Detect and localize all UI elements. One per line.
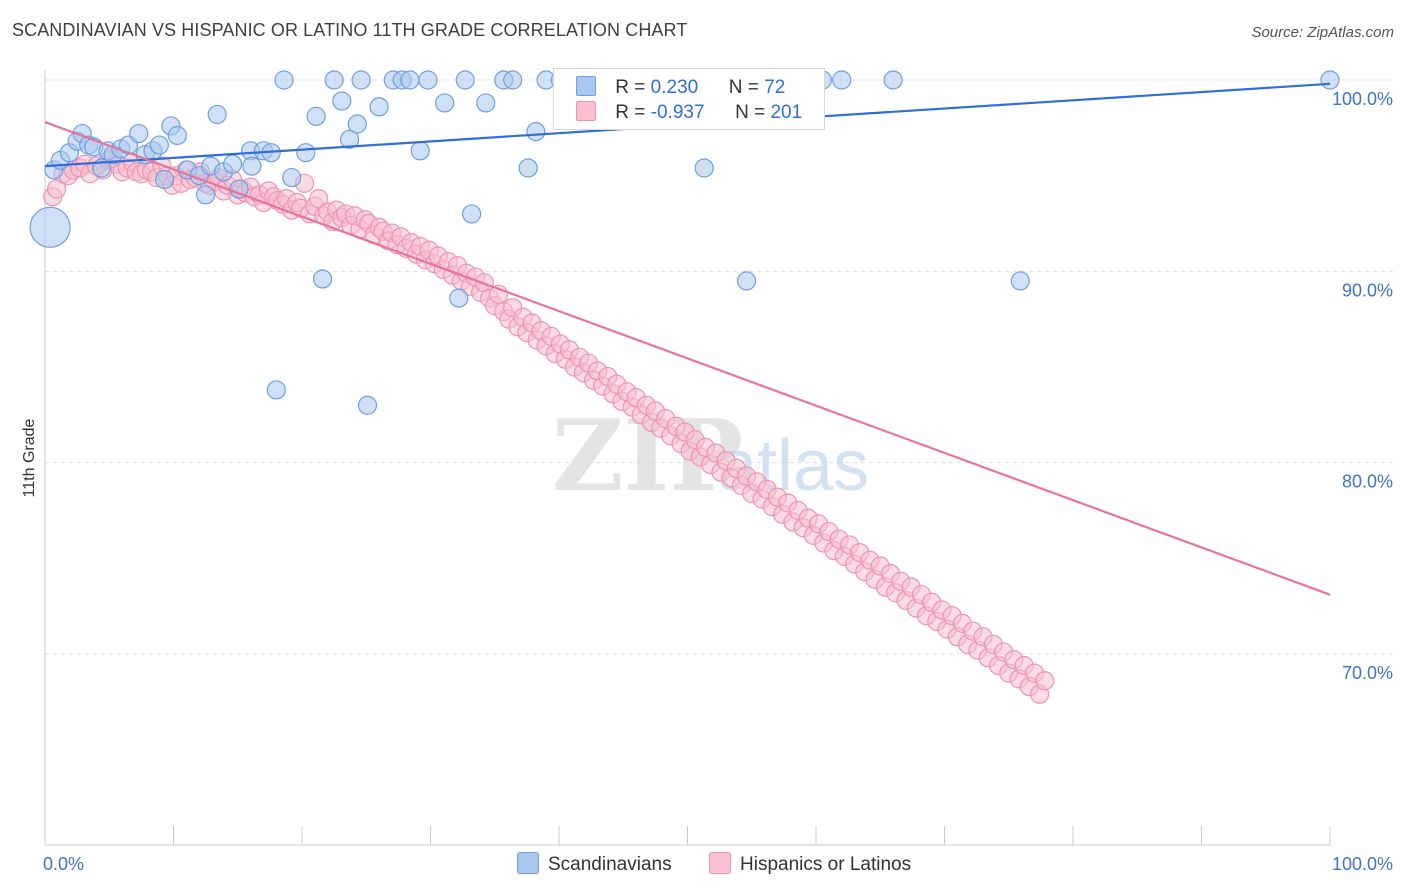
y-tick-label: 90.0% xyxy=(1342,280,1393,300)
hispanics-point xyxy=(1035,671,1055,691)
scandinavians-point xyxy=(1320,70,1340,90)
scandinavians-point xyxy=(306,106,326,126)
scandinavians-point xyxy=(274,70,294,90)
scandinavians-point xyxy=(207,104,227,125)
tick-labels: 70.0% 80.0% 90.0% 100.0% 0.0% 100.0% 11th Grad… xyxy=(21,89,1393,874)
scandinavians-point xyxy=(312,269,333,289)
scandinavians-point xyxy=(149,135,169,155)
hispanics-point xyxy=(309,189,329,209)
scandinavians-point xyxy=(1010,271,1030,291)
scandinavians-point xyxy=(400,70,420,90)
y-tick-label: 70.0% xyxy=(1342,663,1393,683)
legend-swatch-pink xyxy=(709,852,731,874)
scandinavians-point xyxy=(223,154,243,174)
y-axis-label: 11th Grade xyxy=(21,418,38,497)
legend-r-label: R = xyxy=(615,77,651,98)
scandinavians-point xyxy=(449,288,469,308)
scandinavians-point xyxy=(332,91,352,111)
legend-item-label: Hispanics or Latinos xyxy=(740,854,912,875)
scandinavians-point xyxy=(357,395,378,415)
scandinavians-point xyxy=(526,122,546,142)
legend-n-label: N = xyxy=(728,77,765,98)
x-tick-label-left: 0.0% xyxy=(43,854,84,874)
source-credit: Source: ZipAtlas.com xyxy=(1251,24,1394,41)
scandinavians-point xyxy=(737,271,757,291)
legend-n-label: N = xyxy=(735,102,771,123)
legend-r-label: R = xyxy=(615,102,651,123)
scandinavians-point xyxy=(883,70,903,90)
scandinavians-point xyxy=(296,143,316,163)
scandinavians-point xyxy=(324,70,344,90)
scandinavians-point xyxy=(518,158,538,178)
scandinavians-point xyxy=(410,141,430,161)
scandinavians-point xyxy=(154,169,175,190)
scandinavians-point xyxy=(418,70,438,90)
scandinavians-point xyxy=(832,70,852,90)
scandinavians-point xyxy=(503,70,523,90)
legend-swatch-blue xyxy=(576,76,596,96)
legend-row-scandinavians: R = 0.230 N = 72 xyxy=(576,76,785,100)
series-legend: Scandinavians Hispanics or Latinos xyxy=(0,852,1406,878)
legend-item-scandinavians[interactable]: Scandinavians xyxy=(517,852,672,876)
scandinavians-point xyxy=(351,70,371,90)
legend-n-value: 72 xyxy=(764,77,786,98)
scandinavians-point xyxy=(29,206,71,248)
legend-r-value: -0.937 xyxy=(650,102,705,123)
legend-swatch-pink xyxy=(576,101,596,121)
scandinavians-point xyxy=(455,70,475,90)
chart-title: SCANDINAVIAN VS HISPANIC OR LATINO 11TH … xyxy=(12,20,688,40)
legend-item-hispanics[interactable]: Hispanics or Latinos xyxy=(709,852,911,876)
scandinavians-point xyxy=(694,158,714,178)
legend-n-value: 201 xyxy=(770,102,803,123)
scandinavians-point xyxy=(282,167,302,188)
scandinavians-point xyxy=(196,185,216,205)
scandinavians-point xyxy=(266,380,286,400)
scandinavians-point xyxy=(347,114,367,134)
legend-r-value: 0.230 xyxy=(650,77,699,98)
scandinavians-point xyxy=(369,97,389,117)
y-tick-label: 100.0% xyxy=(1332,89,1393,109)
legend-row-hispanics: R = -0.937 N = 201 xyxy=(576,101,802,125)
legend-swatch-blue xyxy=(517,852,539,874)
scandinavians-point xyxy=(242,156,262,176)
scandinavians-point xyxy=(462,204,482,224)
scandinavians-point xyxy=(339,129,360,149)
scandinavians-point xyxy=(476,93,496,113)
scandinavians-point xyxy=(129,123,149,144)
series-hispanics-points xyxy=(43,148,1055,704)
x-tick-label-right: 100.0% xyxy=(1332,854,1393,874)
trend-line-hispanics xyxy=(44,121,1331,596)
legend-item-label: Scandinavians xyxy=(548,854,672,875)
scandinavians-point xyxy=(167,125,187,146)
legend-box: R = 0.230 N = 72 R = -0.937 N = 201 xyxy=(553,68,825,130)
scandinavians-point xyxy=(435,93,455,113)
y-tick-label: 80.0% xyxy=(1342,472,1393,492)
